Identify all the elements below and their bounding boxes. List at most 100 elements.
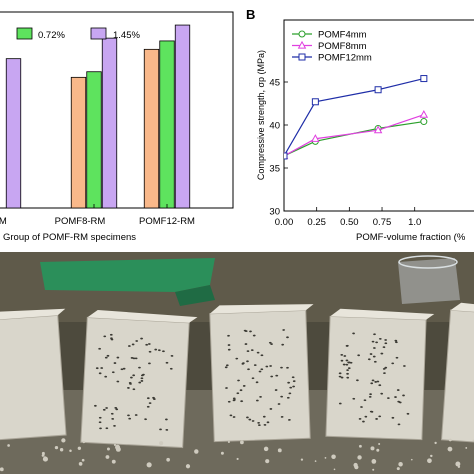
fiber-hole bbox=[256, 351, 260, 354]
fiber-hole bbox=[384, 339, 388, 341]
debris-fragment bbox=[465, 447, 468, 449]
fiber-hole bbox=[280, 416, 284, 418]
fiber-hole bbox=[146, 397, 150, 400]
fiber-hole bbox=[259, 395, 262, 398]
debris-fragment bbox=[78, 462, 83, 466]
fiber-hole bbox=[371, 379, 375, 382]
debris-fragment bbox=[434, 441, 437, 445]
fiber-hole bbox=[148, 362, 151, 365]
fiber-hole bbox=[270, 343, 274, 345]
fiber-hole bbox=[345, 359, 349, 362]
fiber-hole bbox=[251, 420, 255, 422]
fiber-hole bbox=[106, 354, 110, 357]
line-y-tick-label: 30 bbox=[269, 207, 280, 218]
fiber-hole bbox=[364, 415, 368, 418]
fiber-hole bbox=[349, 361, 353, 364]
specimen-cubes bbox=[0, 302, 474, 449]
fiber-hole bbox=[229, 414, 233, 417]
fiber-hole bbox=[292, 385, 296, 388]
fiber-hole bbox=[116, 380, 120, 383]
fiber-hole bbox=[244, 343, 248, 345]
fiber-hole bbox=[227, 344, 231, 346]
fiber-hole bbox=[127, 414, 130, 417]
fiber-hole bbox=[362, 420, 365, 423]
fiber-hole bbox=[147, 343, 151, 345]
line-x-tick-label: 0.25 bbox=[307, 217, 326, 228]
fiber-hole bbox=[288, 419, 291, 421]
fiber-hole bbox=[237, 379, 240, 382]
fiber-hole bbox=[146, 405, 150, 408]
fiber-hole bbox=[169, 367, 173, 370]
fiber-hole bbox=[145, 343, 149, 346]
fiber-hole bbox=[165, 361, 169, 364]
fiber-hole bbox=[132, 357, 136, 360]
fiber-hole bbox=[104, 375, 108, 378]
fiber-hole bbox=[380, 392, 384, 395]
point-pomf12mm bbox=[311, 98, 319, 106]
fiber-hole bbox=[239, 389, 243, 392]
fiber-hole bbox=[371, 340, 375, 343]
fiber-hole bbox=[375, 418, 378, 420]
fiber-hole bbox=[346, 376, 350, 379]
fiber-hole bbox=[275, 374, 279, 377]
fiber-hole bbox=[380, 352, 384, 355]
fiber-hole bbox=[116, 356, 120, 359]
cube-face bbox=[0, 314, 67, 442]
fiber-hole bbox=[159, 428, 162, 431]
bar-x-tick-labels: RM POMF8-RM POMF12-RM bbox=[0, 204, 195, 227]
debris-fragment bbox=[194, 449, 199, 454]
debris-fragment bbox=[333, 468, 336, 471]
bar-series-group bbox=[5, 24, 191, 209]
fiber-hole bbox=[266, 421, 270, 424]
fiber-hole bbox=[240, 400, 244, 403]
beaker-rim bbox=[398, 255, 458, 269]
fiber-hole bbox=[288, 392, 292, 395]
fiber-hole bbox=[346, 369, 349, 372]
fiber-hole bbox=[382, 346, 386, 349]
bar-pomf4-rm-s2 bbox=[5, 58, 22, 209]
fiber-hole bbox=[260, 368, 264, 371]
fiber-hole bbox=[111, 371, 115, 374]
debris-fragment bbox=[185, 464, 191, 469]
line-x-tick-label: 1.0 bbox=[408, 217, 421, 228]
legend-label-0-72: 0.72% bbox=[38, 30, 65, 41]
debris-fragment bbox=[331, 454, 336, 460]
line-x-tick-label: 0.00 bbox=[275, 217, 294, 228]
bar-x-tick-label: POMF8-RM bbox=[55, 216, 106, 227]
legend-label-pomf4mm: POMF4mm bbox=[318, 30, 367, 41]
fiber-hole bbox=[292, 380, 296, 383]
debris-fragment bbox=[42, 456, 48, 462]
fiber-hole bbox=[270, 375, 274, 378]
cube-face bbox=[441, 309, 474, 445]
fiber-hole bbox=[135, 340, 139, 342]
fiber-hole bbox=[402, 365, 406, 367]
fiber-hole bbox=[165, 428, 169, 431]
bar-pomf12-rm-s1 bbox=[159, 40, 175, 209]
debris-fragment bbox=[0, 467, 4, 472]
fiber-hole bbox=[369, 393, 372, 396]
fiber-hole bbox=[165, 418, 168, 421]
fiber-hole bbox=[269, 408, 273, 410]
line-axes: 0.00 0.25 0.50 0.75 1.0 30 35 40 45 bbox=[269, 78, 421, 229]
debris-fragment bbox=[113, 443, 117, 447]
fiber-hole bbox=[138, 366, 141, 369]
debris-fragment bbox=[61, 438, 66, 443]
fiber-hole bbox=[257, 424, 261, 427]
fiber-hole bbox=[162, 350, 165, 353]
fiber-hole bbox=[383, 372, 386, 375]
fiber-hole bbox=[115, 408, 119, 411]
fiber-hole bbox=[127, 345, 131, 347]
cube-top bbox=[209, 304, 314, 314]
fiber-hole bbox=[338, 375, 342, 378]
fiber-hole bbox=[280, 366, 283, 369]
fiber-hole bbox=[233, 398, 236, 401]
fiber-hole bbox=[99, 427, 102, 430]
fiber-hole bbox=[246, 360, 249, 363]
fiber-hole bbox=[263, 423, 267, 426]
fiber-hole bbox=[360, 406, 363, 408]
fiber-hole bbox=[289, 386, 293, 389]
fiber-hole bbox=[235, 357, 239, 360]
line-x-axis-label: POMF-volume fraction (% bbox=[356, 232, 466, 243]
fiber-hole bbox=[113, 424, 116, 427]
